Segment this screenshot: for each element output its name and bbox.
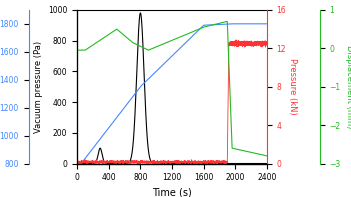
- Y-axis label: Vacuum pressure (Pa): Vacuum pressure (Pa): [34, 41, 42, 133]
- Y-axis label: Pressure (kN): Pressure (kN): [288, 58, 297, 115]
- Y-axis label: Displacement (mm): Displacement (mm): [345, 45, 351, 128]
- X-axis label: Time (s): Time (s): [152, 188, 192, 197]
